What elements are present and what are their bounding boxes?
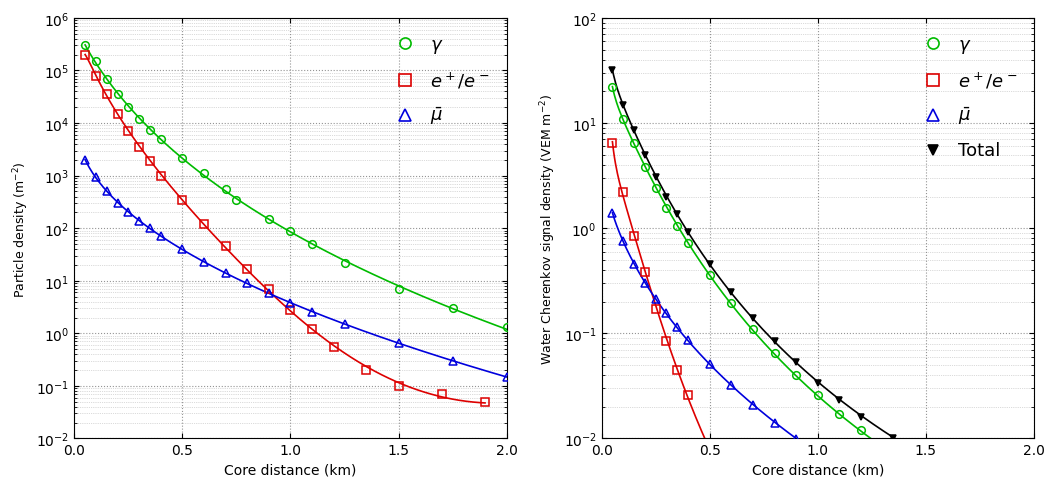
Legend: $\gamma$, $e^+/e^-$, $\bar{\mu}$, Total: $\gamma$, $e^+/e^-$, $\bar{\mu}$, Total xyxy=(908,27,1025,168)
Y-axis label: Water Cherenkov signal density (VEM m$^{-2}$): Water Cherenkov signal density (VEM m$^{… xyxy=(539,93,558,364)
Legend: $\gamma$, $e^+/e^-$, $\bar{\mu}$: $\gamma$, $e^+/e^-$, $\bar{\mu}$ xyxy=(380,27,498,136)
X-axis label: Core distance (km): Core distance (km) xyxy=(752,463,884,477)
Y-axis label: Particle density (m$^{-2}$): Particle density (m$^{-2}$) xyxy=(12,161,31,297)
X-axis label: Core distance (km): Core distance (km) xyxy=(224,463,357,477)
